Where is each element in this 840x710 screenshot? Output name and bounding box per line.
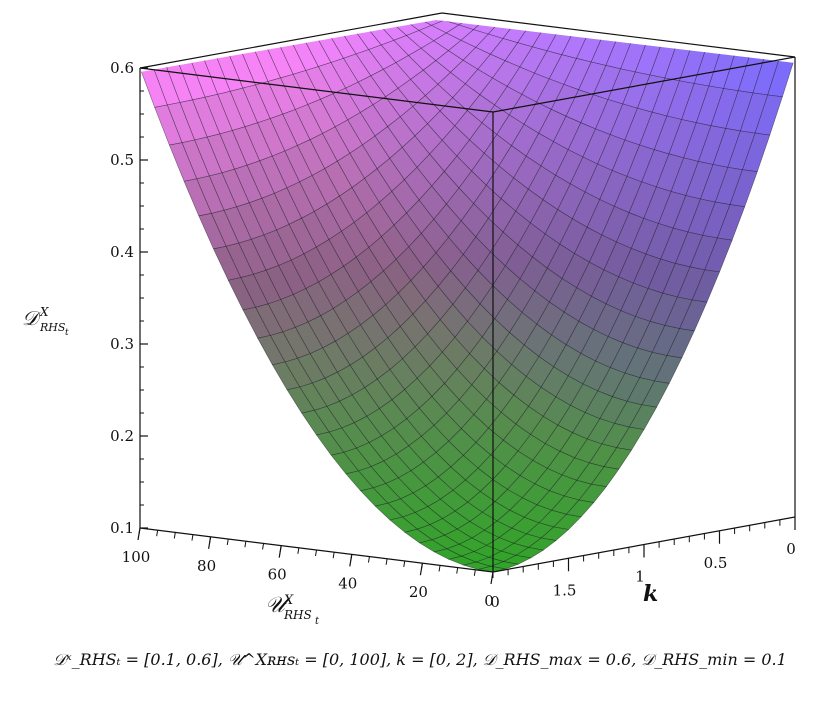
box-edge xyxy=(139,12,443,69)
y-axis-ticks: 1.5 1 0.5 0 0 xyxy=(490,517,796,611)
svg-text:t: t xyxy=(315,616,320,627)
x-minor-tick xyxy=(438,565,441,572)
box-edge xyxy=(492,56,796,113)
x-minor-tick xyxy=(473,569,476,576)
svg-text:t: t xyxy=(65,328,69,338)
surface-mesh xyxy=(140,20,795,572)
k-tick-label: 1 xyxy=(635,568,645,586)
x-axis-label: 𝒰 X RHS t xyxy=(265,593,320,627)
x-minor-tick xyxy=(332,552,335,559)
x-minor-tick xyxy=(367,556,370,563)
y-axis-label: k xyxy=(643,581,658,607)
x-tick-label: 60 xyxy=(268,566,287,584)
box-edge xyxy=(139,67,494,113)
k-tick-label: 0.5 xyxy=(704,554,728,572)
svg-text:𝒟: 𝒟 xyxy=(22,306,42,330)
z-tick-label: 0.2 xyxy=(110,427,134,445)
x-minor-tick xyxy=(209,536,212,543)
x-minor-tick xyxy=(297,547,300,554)
z-axis-label: 𝒟 X RHS t xyxy=(22,305,69,338)
z-tick-label: 0.3 xyxy=(110,335,134,353)
z-tick-label: 0.6 xyxy=(110,59,134,77)
k-tick-label: 1.5 xyxy=(553,581,577,599)
x-minor-tick xyxy=(279,545,282,552)
box-edge xyxy=(441,12,796,58)
x-minor-tick xyxy=(156,530,159,537)
x-tick-label: 80 xyxy=(197,557,216,575)
x-minor-tick xyxy=(191,534,194,541)
x-minor-tick xyxy=(420,563,423,570)
svg-text:X: X xyxy=(283,593,294,608)
x-minor-tick xyxy=(385,558,388,565)
k-tick-label: 0 xyxy=(786,540,796,558)
x-minor-tick xyxy=(350,554,353,561)
x-tick-label: 0 xyxy=(484,592,494,610)
svg-text:X: X xyxy=(39,305,49,319)
z-tick-label: 0.5 xyxy=(110,151,134,169)
x-minor-tick xyxy=(138,527,141,535)
x-minor-tick xyxy=(244,541,247,548)
z-tick-label: 0.4 xyxy=(110,243,134,261)
parameter-caption: 𝒟ˣ_RHSₜ = [0.1, 0.6], 𝒰^Xʀʜsₜ = [0, 100]… xyxy=(53,650,787,669)
x-tick-label: 40 xyxy=(338,574,357,592)
x-minor-tick xyxy=(173,532,176,539)
x-minor-tick xyxy=(262,543,265,550)
x-tick-label: 100 xyxy=(122,548,151,566)
x-axis-ticks: 100 80 60 40 20 0 xyxy=(122,527,494,610)
origin-tick-label: 0 xyxy=(490,593,500,611)
svg-text:RHS: RHS xyxy=(283,608,312,622)
z-axis-ticks: 0.1 0.2 0.3 0.4 0.5 0.6 xyxy=(110,59,148,537)
surface-plot: 0.10.20.30.40.50.6 100 80 60 40 20 0 1.510.50… xyxy=(22,12,796,627)
x-minor-tick xyxy=(226,538,229,546)
x-minor-tick xyxy=(315,549,317,557)
x-minor-tick xyxy=(456,567,459,574)
svg-text:RHS: RHS xyxy=(39,321,66,334)
x-tick-label: 20 xyxy=(409,583,428,601)
x-minor-tick xyxy=(403,560,406,568)
z-tick-label: 0.1 xyxy=(110,519,134,537)
